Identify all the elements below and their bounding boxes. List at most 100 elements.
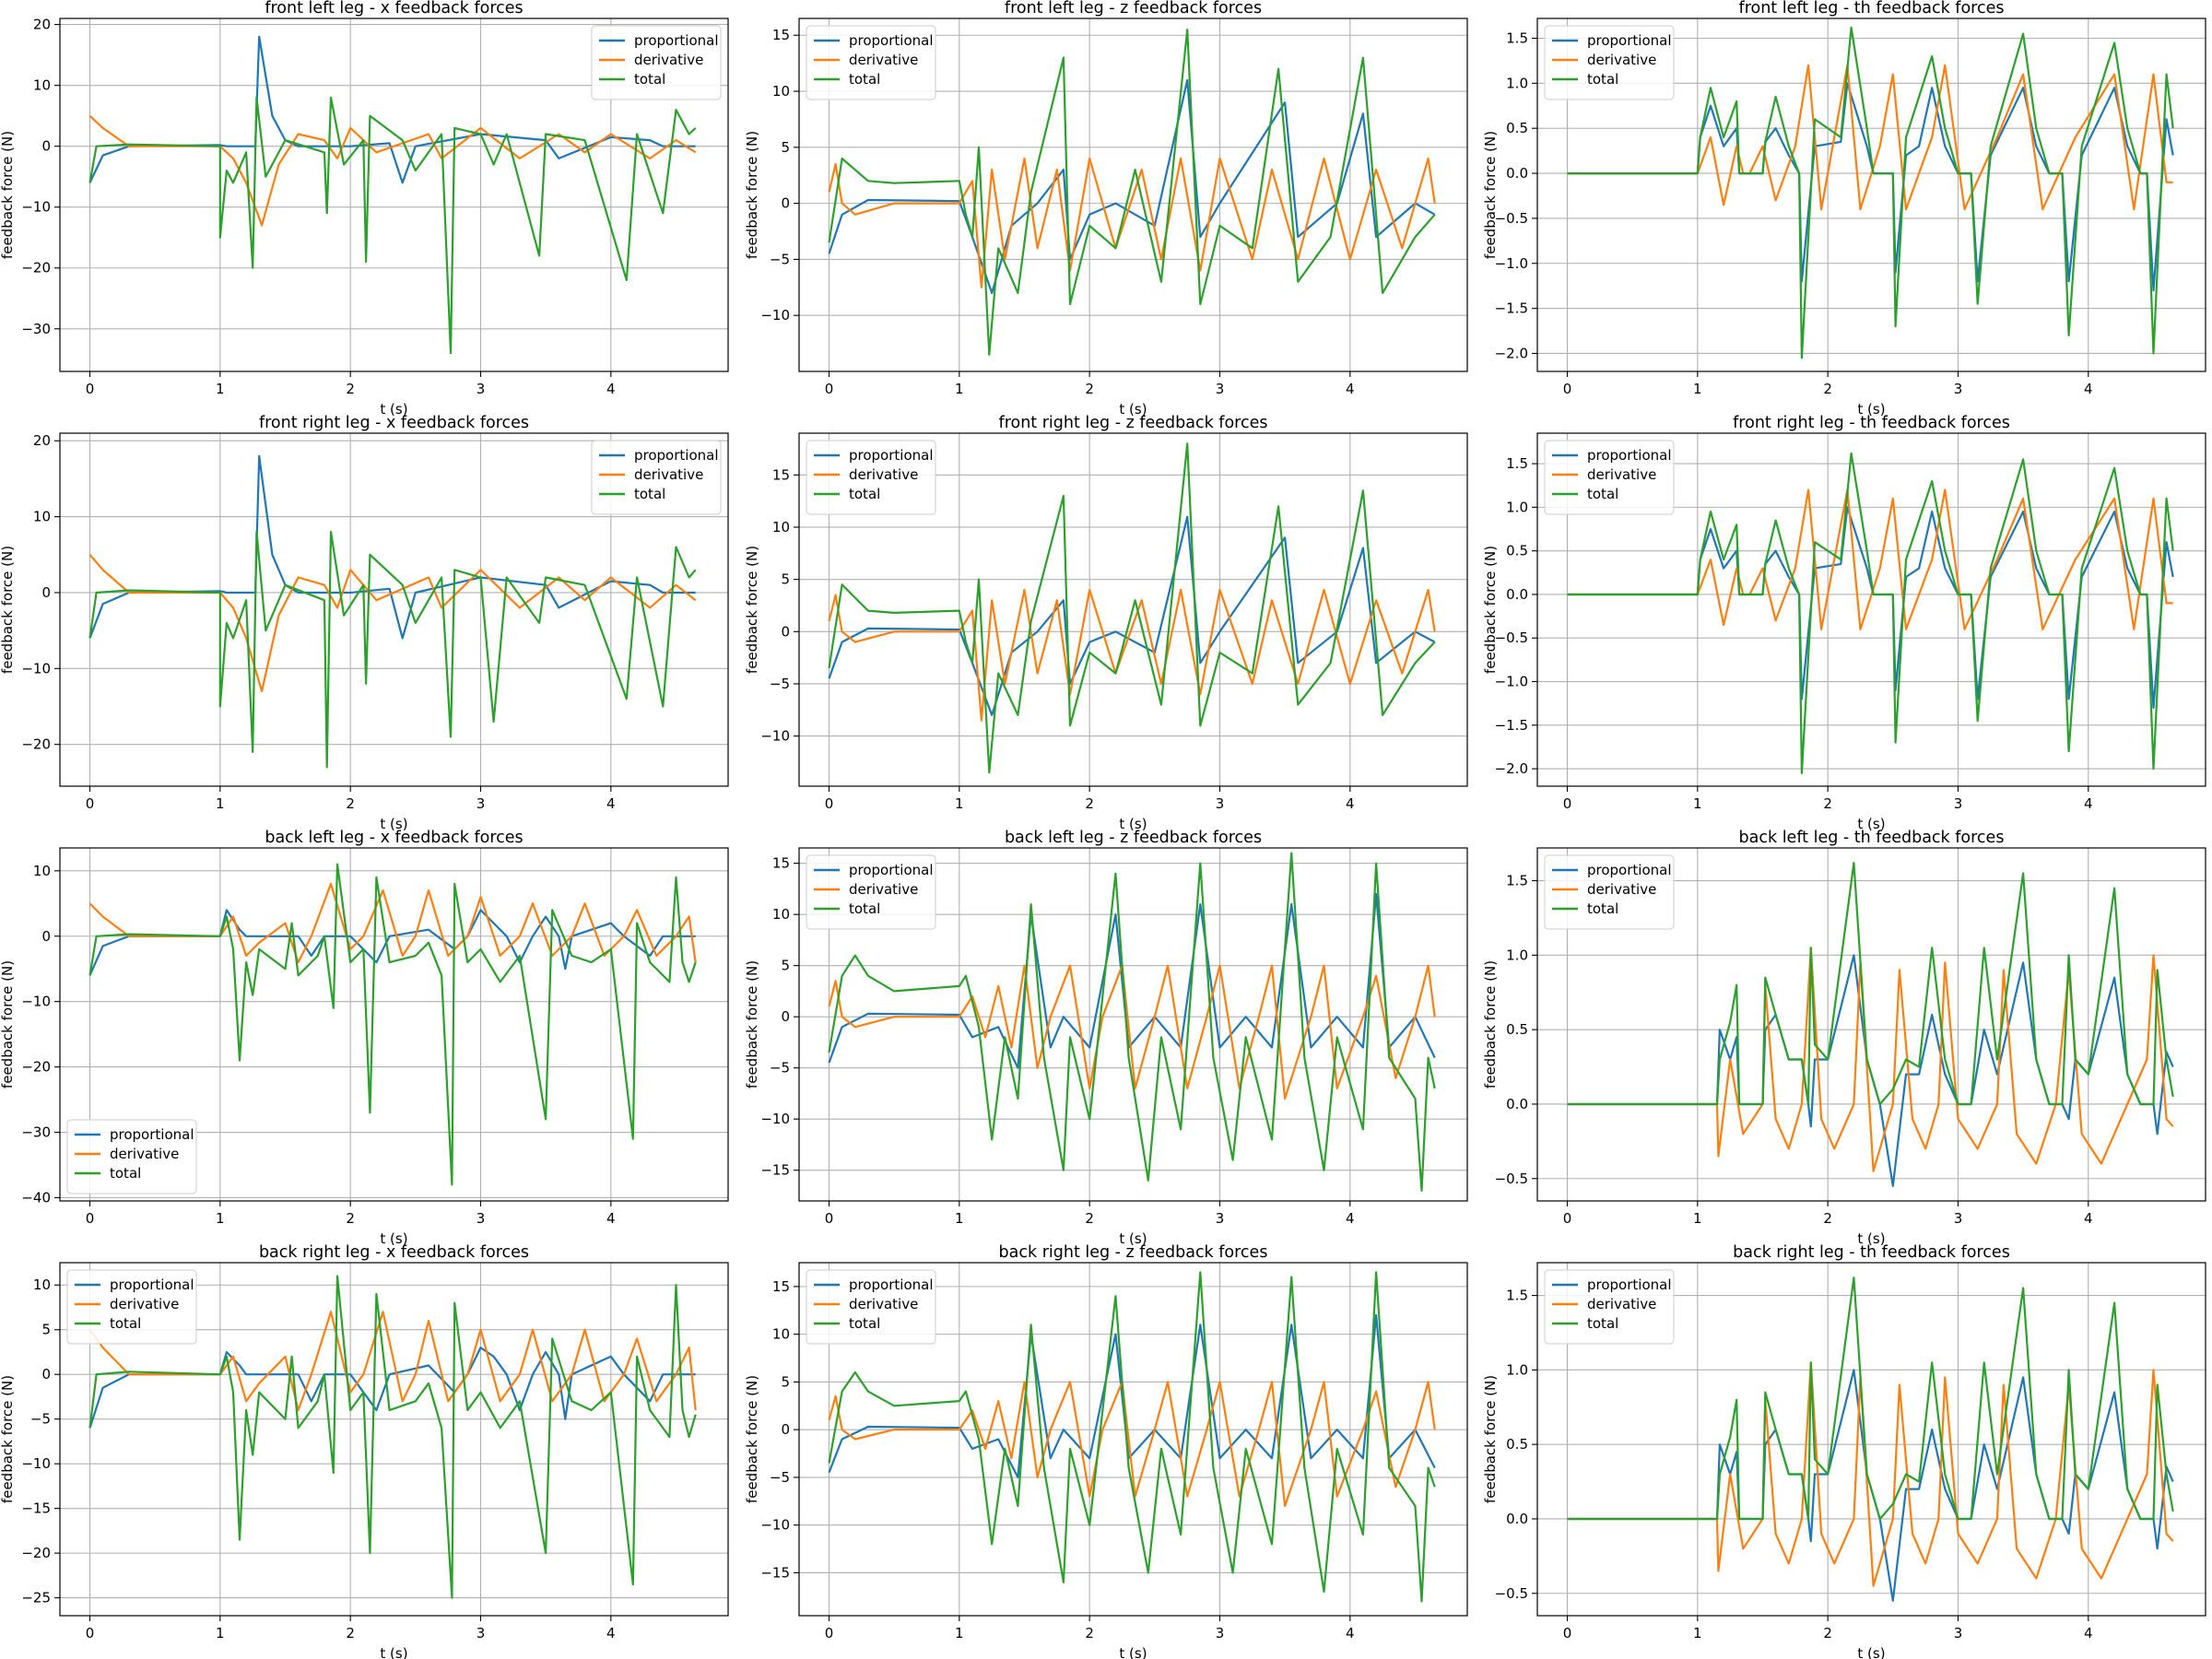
x-tick-label: 0	[825, 381, 834, 397]
y-tick-label: 5	[781, 571, 790, 588]
y-axis-label: feedback force (N)	[744, 960, 760, 1088]
y-tick-label: −1.0	[1495, 255, 1528, 272]
x-tick-label: 2	[1085, 1210, 1094, 1227]
y-tick-label: 0	[41, 1366, 51, 1382]
x-tick-label: 0	[1563, 1210, 1572, 1227]
y-tick-label: −2.0	[1495, 345, 1528, 361]
axes-frame	[59, 847, 729, 1202]
y-tick-label: −10	[21, 994, 51, 1010]
y-tick-label: 0	[781, 195, 790, 212]
chart-title: front right leg - z feedback forces	[999, 414, 1268, 432]
y-tick-label: 0	[781, 623, 790, 640]
x-tick-label: 1	[1693, 1210, 1702, 1227]
subplot-7: 0 1 2 3 4 −40 −30 −20 −10 0 10 back left leg - x fe…	[0, 829, 729, 1247]
y-tick-label: −20	[21, 1545, 51, 1561]
series-line-total	[828, 442, 1436, 774]
legend-label: total	[1587, 900, 1618, 917]
y-tick-label: 0	[41, 138, 51, 155]
x-tick-label: 0	[1563, 795, 1572, 812]
legend-label: proportional	[849, 862, 934, 878]
legend-label: derivative	[849, 1296, 918, 1312]
legend-label: derivative	[1587, 52, 1656, 68]
legend: proportional derivative total	[1544, 440, 1675, 515]
legend-label: derivative	[634, 52, 703, 68]
series-line-total	[1567, 452, 2174, 774]
legend-label: derivative	[1587, 1296, 1656, 1312]
x-tick-label: 3	[477, 1625, 486, 1641]
series-line-derivative	[88, 114, 697, 227]
y-tick-label: 0	[41, 928, 51, 945]
x-tick-label: 3	[477, 1210, 486, 1227]
x-tick-label: 4	[606, 795, 616, 812]
x-axis-label: t (s)	[1119, 816, 1147, 832]
series-line-derivative	[88, 882, 697, 964]
x-tick-label: 2	[1823, 381, 1832, 397]
y-tick-label: −30	[21, 1124, 51, 1141]
y-tick-label: 10	[33, 77, 51, 94]
x-tick-label: 2	[1085, 1625, 1094, 1641]
legend-label: proportional	[1587, 1277, 1672, 1293]
legend-label: derivative	[1587, 466, 1656, 483]
subplot-8: 0 1 2 3 4 −15 −10 −5 0 5 10 15 back left leg - z fee…	[744, 829, 1468, 1247]
legend-label: derivative	[110, 1296, 179, 1312]
legend-box	[806, 854, 936, 930]
series-line-derivative	[1567, 488, 2173, 630]
axes-frame	[1536, 18, 2206, 372]
series-line-total	[88, 96, 697, 355]
y-tick-label: 0	[781, 1008, 790, 1025]
legend-label: derivative	[849, 881, 918, 898]
x-tick-label: 1	[216, 381, 225, 397]
legend-label: proportional	[849, 447, 934, 464]
subplot-11: 0 1 2 3 4 −15 −10 −5 0 5 10 15 back right leg - z fe…	[744, 1243, 1468, 1659]
x-tick-label: 3	[1216, 1625, 1225, 1641]
subplot-12: 0 1 2 3 4 −0.5 0.0 0.5 1.0 1.5 back right leg - th…	[1482, 1243, 2206, 1659]
legend-box	[1544, 1269, 1675, 1345]
y-tick-label: 10	[772, 1326, 790, 1343]
legend-label: proportional	[1587, 862, 1672, 878]
legend-label: total	[634, 486, 665, 502]
y-tick-label: −10	[760, 728, 790, 745]
subplot-5: 0 1 2 3 4 −10 −5 0 5 10 15 front right leg - z feed…	[744, 414, 1468, 832]
x-tick-label: 1	[1693, 381, 1702, 397]
series-line-derivative	[1567, 1361, 2174, 1587]
legend-label: total	[110, 1315, 141, 1332]
x-tick-label: 1	[955, 381, 964, 397]
y-tick-label: 5	[781, 139, 790, 156]
x-tick-label: 1	[955, 795, 964, 812]
x-tick-label: 1	[1693, 1625, 1702, 1641]
chart-title: back left leg - th feedback forces	[1739, 829, 2005, 847]
y-tick-label: −5	[770, 251, 790, 267]
legend: proportional derivative total	[591, 440, 722, 515]
x-tick-label: 2	[1823, 1625, 1832, 1641]
x-tick-label: 4	[606, 381, 616, 397]
legend-label: derivative	[849, 466, 918, 483]
series-line-total	[828, 1271, 1436, 1603]
legend: proportional derivative total	[66, 1119, 197, 1194]
y-tick-label: 10	[772, 83, 790, 100]
legend-label: total	[849, 71, 880, 88]
legend: proportional derivative total	[591, 25, 722, 100]
x-tick-label: 1	[1693, 795, 1702, 812]
y-tick-label: 15	[772, 1278, 790, 1295]
series-line-derivative	[828, 588, 1436, 722]
chart-title: back left leg - z feedback forces	[1005, 829, 1262, 847]
y-tick-label: −0.5	[1495, 210, 1528, 227]
y-tick-label: −10	[21, 199, 51, 216]
legend: proportional derivative total	[1544, 25, 1675, 100]
y-axis-label: feedback force (N)	[0, 1375, 16, 1503]
y-tick-label: 0.0	[1506, 165, 1528, 182]
legend-box	[1544, 25, 1675, 100]
legend-label: total	[849, 1315, 880, 1332]
axes-frame	[1536, 432, 2206, 787]
subplot-9: 0 1 2 3 4 −0.5 0.0 0.5 1.0 1.5 back left leg - th …	[1482, 829, 2206, 1247]
x-tick-label: 3	[1954, 795, 1963, 812]
series-line-proportional	[1567, 506, 2174, 709]
legend-box	[806, 25, 936, 100]
legend: proportional derivative total	[806, 440, 936, 515]
x-axis-label: t (s)	[380, 401, 407, 418]
legend-label: total	[849, 486, 880, 502]
legend-box	[1544, 440, 1675, 515]
x-tick-label: 2	[1823, 795, 1832, 812]
legend: proportional derivative total	[806, 25, 936, 100]
x-tick-label: 2	[346, 381, 355, 397]
